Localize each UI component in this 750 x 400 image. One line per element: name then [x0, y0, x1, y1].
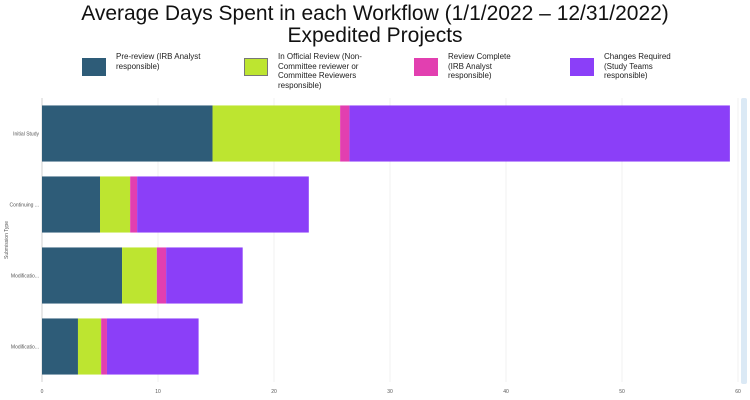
category-label: Continuing ... [10, 202, 39, 208]
y-axis-title: Submission Type [4, 221, 10, 259]
x-tick-label: 30 [387, 389, 393, 395]
bar-segment [106, 318, 199, 375]
x-tick-label: 50 [619, 389, 625, 395]
legend-swatch-review-complete [414, 58, 438, 76]
category-label: Modificatio... [11, 273, 39, 279]
chart-scrollbar[interactable] [741, 98, 747, 384]
x-tick-label: 10 [155, 389, 161, 395]
bar-segment [100, 176, 131, 233]
x-tick-label: 40 [503, 389, 509, 395]
bar-segment [77, 318, 102, 375]
chart-title-line-1: Average Days Spent in each Workflow (1/1… [81, 2, 669, 25]
legend-swatch-changes-required [570, 58, 594, 76]
bar-segment [166, 247, 243, 304]
legend-swatch-pre-review [82, 58, 106, 76]
bar-segment [137, 176, 309, 233]
bar-segment [42, 318, 78, 375]
bar-segment [42, 176, 100, 233]
bar-segment [340, 105, 350, 162]
x-tick-label: 0 [41, 389, 44, 395]
bar-segment [122, 247, 157, 304]
bar-segment [130, 176, 138, 233]
bar-segment [42, 105, 213, 162]
legend-label-pre-review: Pre-review (IRB Analyst responsible) [116, 52, 201, 71]
x-tick-label: 60 [735, 389, 741, 395]
legend-label-review-complete: Review Complete (IRB Analyst responsible… [448, 52, 511, 80]
bar-segment [42, 247, 123, 304]
x-tick-label: 20 [271, 389, 277, 395]
legend-swatch-official-review [244, 58, 268, 76]
chart-title-line-2: Expedited Projects [287, 24, 463, 47]
bar-segment [101, 318, 107, 375]
category-label: Modificatio... [11, 344, 39, 350]
bar-segment [349, 105, 730, 162]
legend-label-official-review: In Official Review (Non-Committee review… [278, 52, 362, 90]
category-label: Initial Study [13, 131, 39, 137]
legend-label-changes-required: Changes Required (Study Teams responsibl… [604, 52, 671, 80]
bar-segment [212, 105, 341, 162]
bar-segment [156, 247, 167, 304]
